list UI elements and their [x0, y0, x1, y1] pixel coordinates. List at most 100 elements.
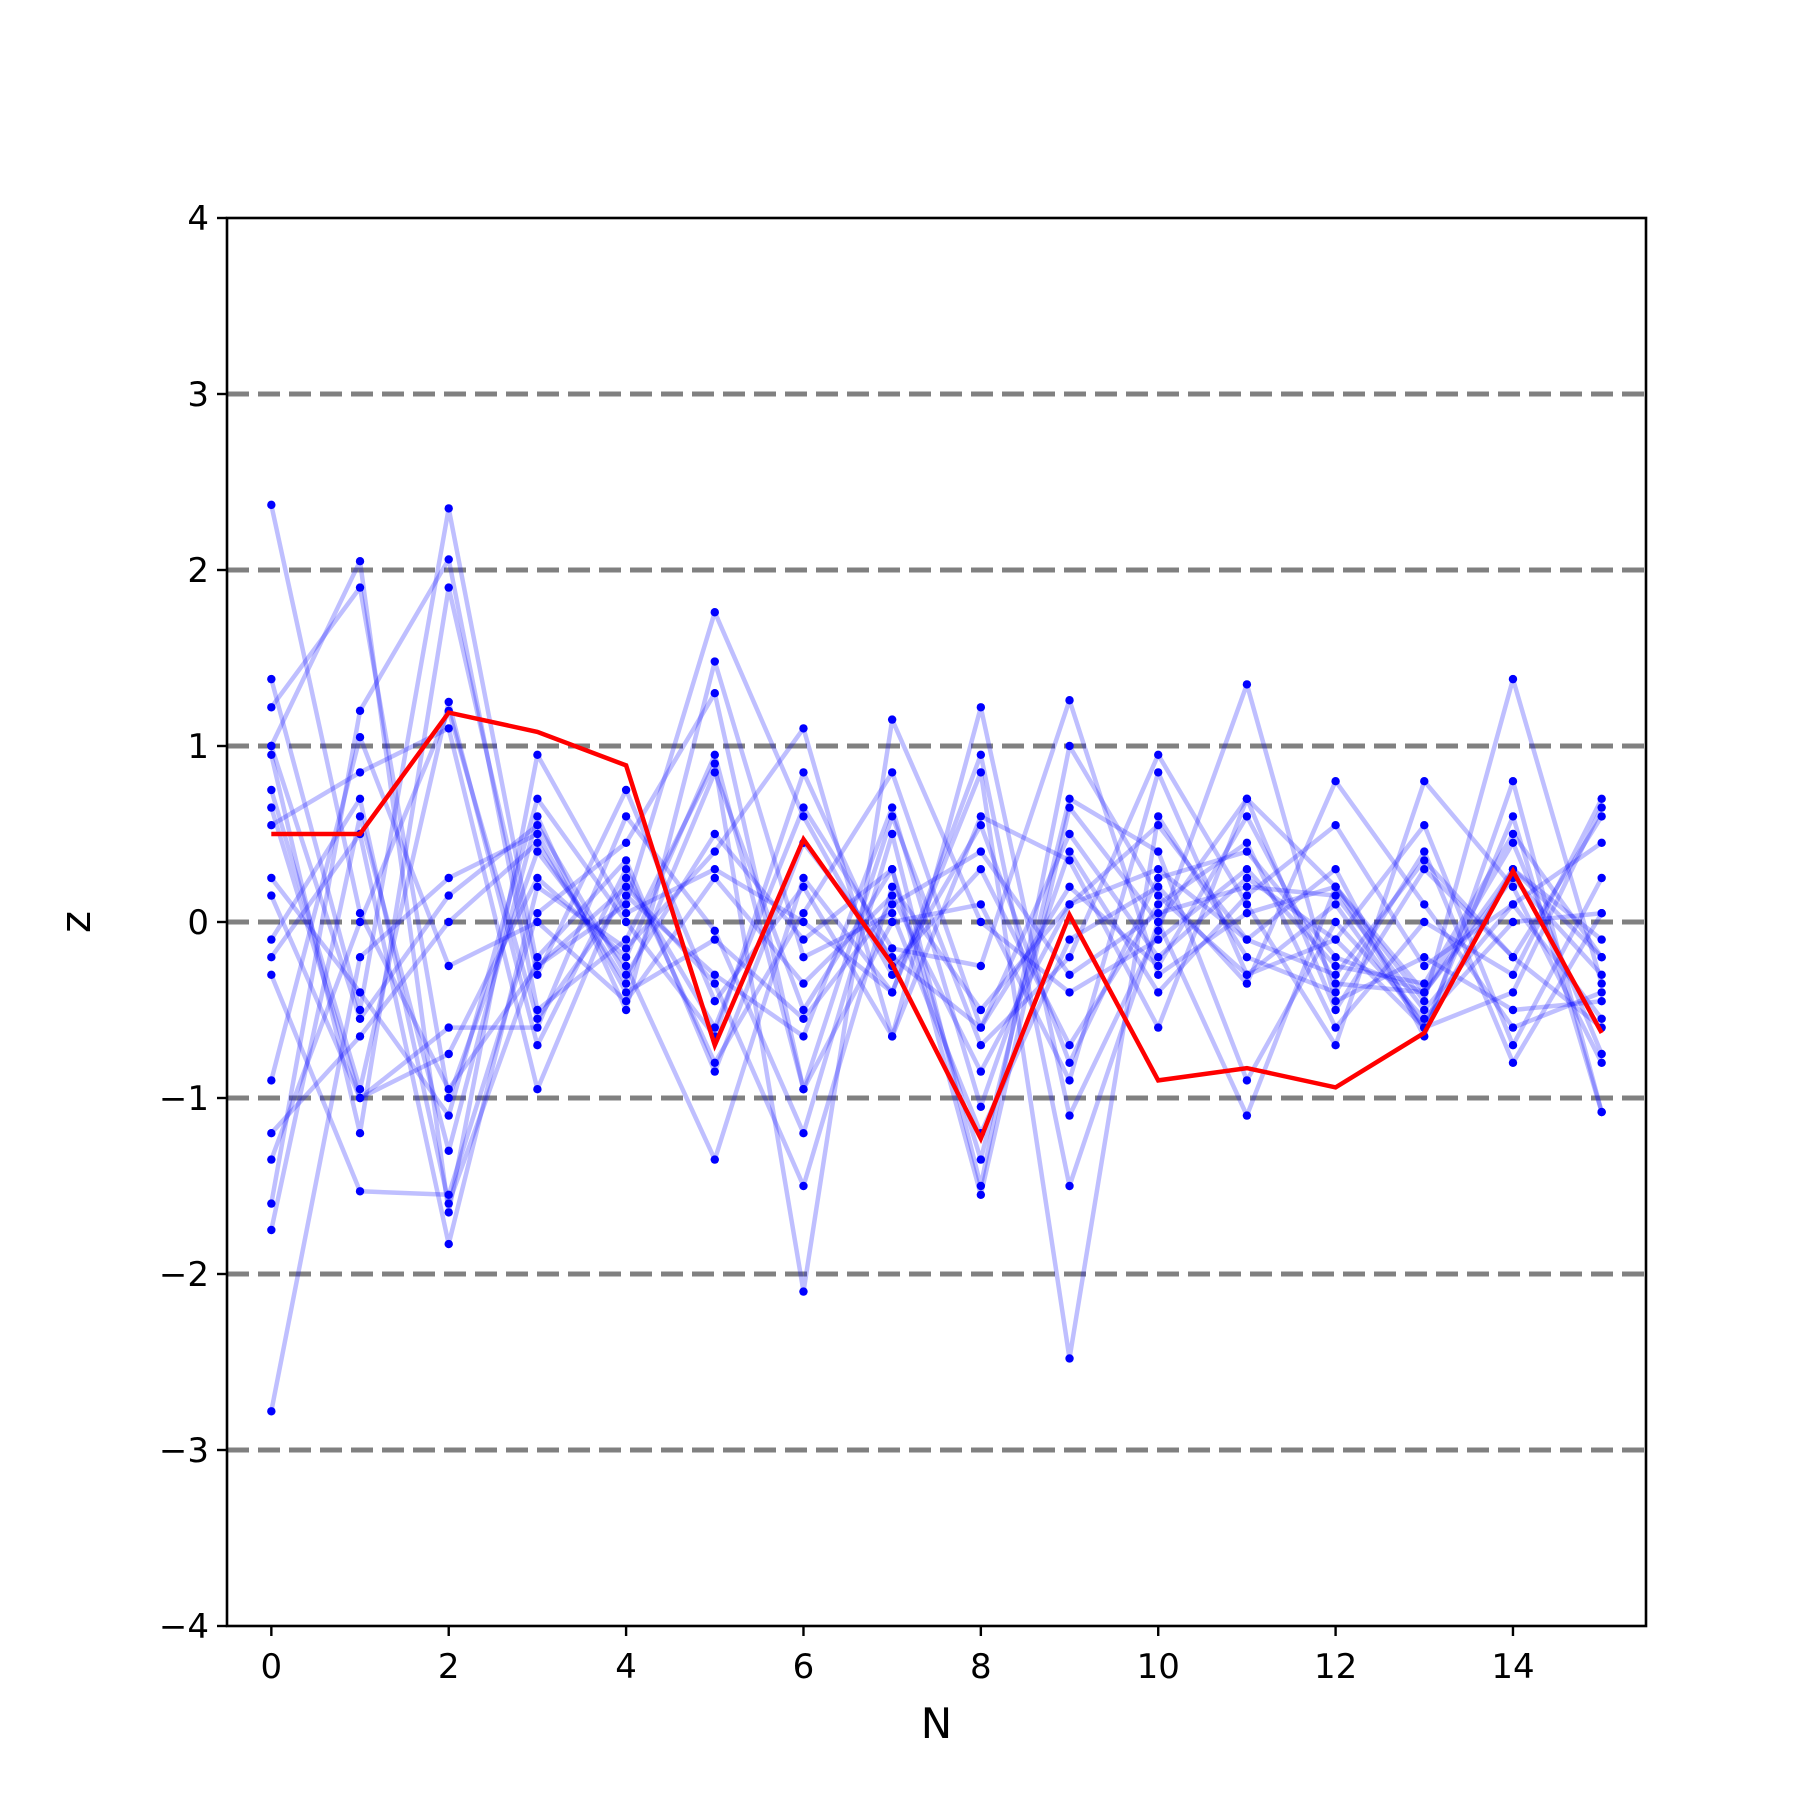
sample-point: [444, 1208, 453, 1217]
sample-point: [1154, 935, 1163, 944]
sample-point: [976, 1041, 986, 1050]
sample-point: [533, 1014, 542, 1023]
sample-point: [444, 917, 453, 927]
sample-point: [267, 803, 276, 812]
y-axis: −4 −3 −2 −1 0 1 2 3 4: [159, 199, 227, 1647]
sample-series-line: [270, 676, 1604, 1092]
sample-series-line: [269, 708, 1604, 1161]
sample-point: [621, 988, 631, 997]
highlight-series: [271, 710, 1604, 1144]
sample-point: [355, 768, 365, 777]
x-axis-label: N: [921, 1699, 952, 1748]
sample-point: [267, 703, 276, 712]
sample-point: [1597, 988, 1606, 997]
sample-point: [976, 917, 986, 927]
sample-point: [1420, 997, 1429, 1006]
y-tick-label: −4: [159, 1607, 209, 1647]
sample-point: [444, 697, 453, 707]
sample-point: [1154, 873, 1163, 883]
sample-series-line: [269, 585, 1604, 1361]
sample-point: [1331, 865, 1340, 874]
sample-point: [621, 785, 631, 795]
sample-point: [621, 909, 631, 918]
sample-series-line: [269, 659, 1603, 1231]
sample-point: [1508, 988, 1518, 997]
sample-point: [710, 1023, 719, 1032]
sample-point: [1154, 970, 1163, 979]
sample-point: [1597, 935, 1606, 944]
sample-point: [355, 1014, 365, 1023]
sample-point: [1065, 803, 1074, 812]
sample-point: [799, 873, 808, 883]
sample-point: [1154, 882, 1163, 891]
sample-point: [799, 882, 808, 891]
y-tick-label: −2: [159, 1255, 209, 1295]
sample-point: [621, 891, 631, 900]
sample-point: [444, 873, 453, 883]
sample-point: [976, 1155, 986, 1164]
sample-point: [887, 917, 897, 927]
sample-point: [887, 909, 897, 918]
sample-point: [444, 504, 453, 513]
sample-point: [533, 847, 542, 856]
sample-point: [887, 900, 897, 909]
sample-point: [887, 891, 897, 900]
sample-point: [710, 1067, 719, 1076]
sample-point: [533, 970, 542, 979]
highlight-series-line: [271, 710, 1604, 1144]
sample-point: [799, 1287, 808, 1296]
sample-point: [355, 988, 365, 997]
sample-point: [1420, 953, 1429, 962]
sample-point: [267, 750, 276, 759]
sample-point: [533, 821, 542, 830]
x-tick-label: 0: [261, 1647, 283, 1687]
sample-point: [1508, 829, 1518, 839]
sample-point: [621, 856, 631, 865]
sample-point: [976, 1005, 986, 1015]
sample-point: [976, 768, 986, 777]
sample-point: [1597, 1014, 1606, 1023]
sample-point: [355, 917, 365, 927]
sample-point: [1331, 891, 1340, 900]
sample-point: [1065, 935, 1074, 944]
y-tick-label: 2: [187, 551, 209, 591]
sample-series-line: [269, 743, 1604, 1189]
sample-point: [1242, 935, 1252, 944]
sample-point: [1597, 979, 1606, 988]
sample-point: [533, 812, 542, 821]
sample-point: [799, 979, 808, 988]
sample-point: [1331, 821, 1340, 830]
sample-point: [444, 583, 453, 592]
sample-point: [1331, 900, 1340, 909]
sample-point: [799, 803, 808, 812]
sample-series-line: [269, 831, 1603, 1412]
sample-point: [710, 970, 719, 979]
sample-point: [1065, 1354, 1074, 1363]
sample-point: [1597, 794, 1606, 803]
sample-point: [1154, 768, 1163, 777]
sample-point: [1420, 961, 1429, 971]
y-tick-label: −1: [159, 1079, 209, 1119]
sample-point: [355, 557, 365, 566]
sample-point: [1331, 917, 1340, 927]
sample-point: [976, 1023, 986, 1032]
x-tick-label: 2: [438, 1647, 460, 1687]
sample-point: [976, 961, 986, 971]
sample-point: [533, 917, 542, 927]
sample-point: [1597, 803, 1606, 812]
sample-point: [976, 703, 986, 712]
sample-point: [976, 1190, 986, 1200]
sample-point: [621, 812, 631, 821]
sample-point: [1154, 847, 1163, 856]
sample-point: [1154, 891, 1163, 900]
sample-point: [1508, 1058, 1518, 1068]
sample-point: [533, 829, 542, 839]
sample-point: [1065, 1076, 1074, 1085]
sample-point: [267, 1076, 276, 1085]
sample-point: [1065, 900, 1074, 909]
sample-point: [267, 873, 276, 883]
sample-point: [1331, 997, 1340, 1006]
sample-point: [710, 759, 719, 768]
